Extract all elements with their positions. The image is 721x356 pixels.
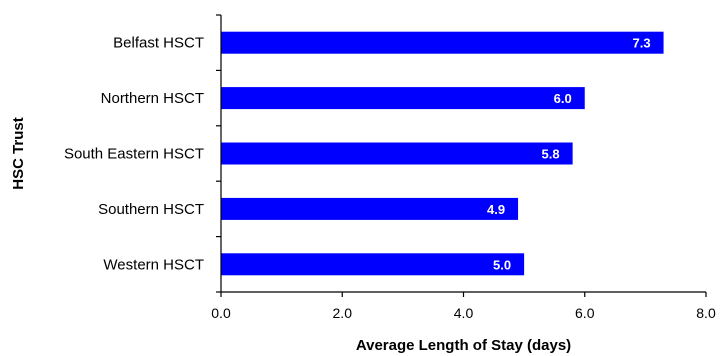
x-tick-label: 6.0 bbox=[575, 305, 595, 321]
data-label-southern-hsct: 4.9 bbox=[487, 202, 505, 217]
bar-southern-hsct bbox=[221, 197, 519, 220]
y-axis-title: HSC Trust bbox=[10, 117, 27, 190]
category-labels-group: Belfast HSCT Northern HSCT South Eastern H… bbox=[64, 35, 204, 274]
x-tick-label: 2.0 bbox=[333, 305, 353, 321]
bar-northern-hsct bbox=[221, 87, 585, 110]
category-label-southern-hsct: Southern HSCT bbox=[98, 201, 204, 218]
data-labels-group: 7.3 6.0 5.8 4.9 5.0 bbox=[487, 36, 651, 273]
bars-group bbox=[221, 31, 664, 276]
x-axis-title: Average Length of Stay (days) bbox=[356, 337, 571, 354]
bar-belfast-hsct bbox=[221, 31, 664, 54]
category-label-northern-hsct: Northern HSCT bbox=[101, 90, 204, 107]
x-tick-label: 4.0 bbox=[454, 305, 474, 321]
data-label-belfast-hsct: 7.3 bbox=[632, 36, 650, 51]
data-label-south-eastern-hsct: 5.8 bbox=[542, 147, 560, 162]
category-label-belfast-hsct: Belfast HSCT bbox=[113, 35, 204, 52]
x-tick-label: 0.0 bbox=[211, 305, 231, 321]
category-label-south-eastern-hsct: South Eastern HSCT bbox=[64, 146, 204, 163]
y-axis-ticks-group bbox=[216, 14, 221, 293]
bar-western-hsct bbox=[221, 253, 525, 276]
x-axis-ticks-group: 0.0 2.0 4.0 6.0 8.0 bbox=[211, 292, 716, 321]
category-label-western-hsct: Western HSCT bbox=[103, 256, 204, 273]
data-label-northern-hsct: 6.0 bbox=[554, 91, 572, 106]
bar-south-eastern-hsct bbox=[221, 142, 573, 165]
data-label-western-hsct: 5.0 bbox=[493, 257, 511, 272]
x-tick-label: 8.0 bbox=[696, 305, 716, 321]
